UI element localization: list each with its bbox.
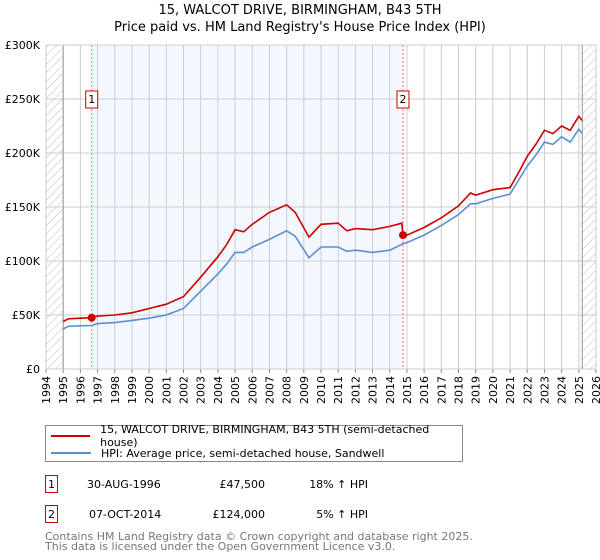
y-tick-label: £300K — [5, 39, 41, 52]
transaction-date: 07-OCT-2014 — [89, 508, 162, 521]
x-tick-label: 1994 — [40, 376, 53, 404]
x-tick-label: 2007 — [263, 376, 276, 404]
y-tick-label: £100K — [5, 255, 41, 268]
property-price-line — [62, 114, 583, 323]
transaction-date: 30-AUG-1996 — [87, 478, 161, 491]
plot-border — [45, 44, 597, 370]
transaction-marker: 1 — [45, 475, 58, 493]
price-chart: 1994 1995 1996 1997 1998 1999 2000 2001 2002 2003… — [5, 39, 600, 404]
legend-item-hpi: HPI: Average price, semi-detached house,… — [46, 445, 384, 461]
x-tick-label: 2022 — [521, 376, 534, 404]
transaction-hpi: 5% ↑ HPI — [316, 508, 368, 521]
x-tick-label: 2008 — [281, 376, 294, 404]
sale-marker-box — [85, 90, 99, 109]
x-tick-label: 2011 — [332, 376, 345, 404]
x-tick-label: 2019 — [470, 376, 483, 404]
hpi-line — [62, 127, 583, 330]
x-tick-label: 1999 — [126, 376, 139, 404]
sale-point — [87, 313, 96, 322]
chart-title: 15, WALCOT DRIVE, BIRMINGHAM, B43 5TH — [158, 3, 442, 18]
transaction-marker: 2 — [45, 505, 58, 523]
y-tick-label: £0 — [26, 363, 40, 376]
x-tick-label: 1997 — [92, 376, 105, 404]
footer-copyright: Contains HM Land Registry data © Crown c… — [45, 530, 473, 543]
x-tick-label: 2001 — [160, 376, 173, 404]
x-tick-label: 2015 — [401, 376, 414, 404]
x-tick-label: 2017 — [435, 376, 448, 404]
x-tick-label: 2005 — [229, 376, 242, 404]
x-tick-label: 2012 — [349, 376, 362, 404]
x-tick-label: 2024 — [556, 376, 569, 404]
x-tick-label: 2003 — [195, 376, 208, 404]
x-tick-label: 2016 — [418, 376, 431, 404]
chart-subtitle: Price paid vs. HM Land Registry's House … — [114, 20, 486, 35]
sale-marker-box — [396, 90, 410, 109]
chart-legend: 15, WALCOT DRIVE, BIRMINGHAM, B43 5TH (s… — [45, 423, 463, 462]
y-tick-label: £50K — [12, 309, 41, 322]
sale-point — [398, 231, 407, 240]
x-tick-label: 2026 — [590, 376, 600, 404]
x-tick-label: 2020 — [487, 376, 500, 404]
x-tick-label: 2014 — [384, 376, 397, 404]
footer-licence: This data is licensed under the Open Gov… — [45, 540, 396, 553]
sale-marker-label: 2 — [399, 93, 406, 106]
x-tick-label: 2002 — [178, 376, 191, 404]
transaction-hpi: 18% ↑ HPI — [309, 478, 368, 491]
x-tick-label: 2004 — [212, 376, 225, 404]
x-tick-label: 2009 — [298, 376, 311, 404]
legend-blue-line-icon — [51, 452, 91, 454]
x-tick-label: 2018 — [453, 376, 466, 404]
x-tick-label: 1995 — [57, 376, 70, 404]
sale-marker-label: 1 — [88, 93, 95, 106]
transaction-price: £124,000 — [212, 508, 266, 521]
x-tick-label: 2013 — [367, 376, 380, 404]
transaction-price: £47,500 — [219, 478, 266, 491]
x-tick-label: 1996 — [74, 376, 87, 404]
y-tick-label: £150K — [5, 201, 41, 214]
y-tick-label: £200K — [5, 147, 41, 160]
legend-item-property: 15, WALCOT DRIVE, BIRMINGHAM, B43 5TH (s… — [46, 423, 462, 449]
x-tick-label: 1998 — [109, 376, 122, 404]
x-tick-label: 2006 — [246, 376, 259, 404]
x-tick-label: 2021 — [504, 376, 517, 404]
x-tick-label: 2010 — [315, 376, 328, 404]
legend-label: HPI: Average price, semi-detached house,… — [101, 446, 385, 460]
x-tick-label: 2025 — [573, 376, 586, 404]
x-tick-label: 2023 — [538, 376, 551, 404]
x-tick-label: 2000 — [143, 376, 156, 404]
legend-red-line-icon — [51, 435, 91, 437]
y-tick-label: £250K — [5, 93, 41, 106]
legend-label: 15, WALCOT DRIVE, BIRMINGHAM, B43 5TH (s… — [100, 423, 430, 449]
